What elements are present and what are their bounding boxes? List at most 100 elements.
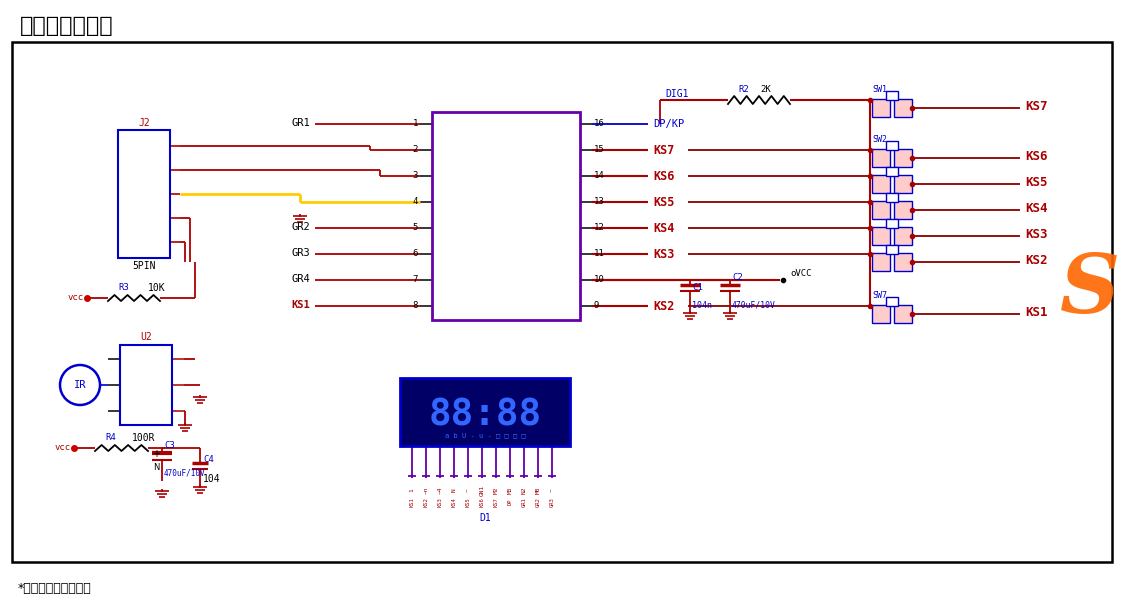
- Text: KS7: KS7: [653, 143, 674, 157]
- Text: GND: GND: [124, 189, 140, 198]
- Text: 8: 8: [412, 301, 418, 310]
- Text: KS1: KS1: [1024, 307, 1047, 319]
- Bar: [872, 201, 890, 219]
- Text: GN1: GN1: [479, 485, 485, 495]
- Bar: [872, 253, 890, 271]
- Text: 2: 2: [904, 185, 908, 194]
- Bar: [872, 99, 890, 117]
- Text: 2: 2: [904, 315, 908, 324]
- Text: 1: 1: [409, 488, 415, 492]
- Text: 4: 4: [412, 197, 418, 206]
- Text: 1: 1: [412, 120, 418, 128]
- Text: 2K: 2K: [760, 85, 771, 94]
- Text: 1: 1: [873, 315, 878, 324]
- Bar: [118, 130, 170, 258]
- Text: SW5: SW5: [872, 212, 887, 221]
- Text: 100R: 100R: [132, 433, 156, 443]
- Text: 4: 4: [904, 304, 908, 313]
- Text: GR3: GR3: [550, 497, 554, 507]
- Text: DP/KP: DP/KP: [653, 119, 684, 129]
- Text: SG6/KS6: SG6/KS6: [538, 171, 575, 180]
- Bar: [400, 378, 570, 446]
- Text: M2: M2: [494, 486, 498, 494]
- Text: KS2: KS2: [653, 299, 674, 313]
- Text: C4: C4: [203, 454, 214, 463]
- Text: SG5/KS5: SG5/KS5: [538, 197, 575, 206]
- Bar: [894, 305, 912, 323]
- Text: J2: J2: [139, 118, 150, 128]
- Text: DP/KP: DP/KP: [548, 120, 575, 128]
- Text: SW1: SW1: [872, 85, 887, 94]
- Text: SG2/KS2: SG2/KS2: [538, 301, 575, 310]
- Text: ~n: ~n: [424, 486, 428, 494]
- Text: KS1: KS1: [409, 497, 415, 507]
- Text: IR: IR: [73, 380, 87, 390]
- Text: VCC: VCC: [124, 238, 140, 246]
- Text: N2: N2: [522, 486, 526, 494]
- Text: 4: 4: [904, 252, 908, 261]
- Text: 3: 3: [873, 174, 878, 183]
- Text: KS5: KS5: [465, 497, 470, 507]
- Text: 3: 3: [873, 148, 878, 157]
- Text: 2: 2: [904, 237, 908, 246]
- Text: 13: 13: [594, 197, 605, 206]
- Text: CLK: CLK: [437, 145, 453, 154]
- Text: R4: R4: [105, 434, 116, 442]
- Text: SW7: SW7: [872, 290, 887, 299]
- Bar: [894, 99, 912, 117]
- Text: GR4: GR4: [291, 274, 310, 284]
- Text: KS6: KS6: [1024, 151, 1047, 163]
- Bar: [894, 253, 912, 271]
- Text: DAT: DAT: [124, 166, 140, 174]
- Text: DIG1: DIG1: [665, 89, 689, 99]
- Text: 5: 5: [412, 223, 418, 232]
- Text: KS2: KS2: [1024, 255, 1047, 267]
- Text: GR1: GR1: [437, 120, 453, 128]
- Text: GR1: GR1: [522, 497, 526, 507]
- Text: GR2: GR2: [291, 222, 310, 232]
- Text: vcc: vcc: [68, 293, 85, 302]
- Text: SW6: SW6: [872, 238, 887, 247]
- Text: 2: 2: [904, 211, 908, 220]
- Text: 3: 3: [873, 226, 878, 235]
- Text: KS3: KS3: [437, 497, 443, 507]
- Text: 16: 16: [594, 120, 605, 128]
- Text: a b U - u - □ □ □ □: a b U - u - □ □ □ □: [445, 432, 525, 438]
- Text: C2: C2: [733, 272, 743, 281]
- Text: SG7/KS7: SG7/KS7: [538, 145, 575, 154]
- Text: GR3: GR3: [291, 248, 310, 258]
- Bar: [894, 201, 912, 219]
- Text: ~: ~: [465, 488, 470, 492]
- Text: KS7: KS7: [1024, 100, 1047, 114]
- Text: KS5: KS5: [1024, 177, 1047, 189]
- Text: KS5: KS5: [653, 195, 674, 209]
- Text: 2: 2: [412, 145, 418, 154]
- Text: *：此电路仅供参考。: *：此电路仅供参考。: [18, 581, 91, 595]
- Text: 10: 10: [594, 275, 605, 284]
- Text: 4: 4: [904, 174, 908, 183]
- Text: 14: 14: [594, 171, 605, 180]
- Text: GR4: GR4: [437, 275, 453, 284]
- Text: 1: 1: [160, 238, 165, 246]
- Bar: [886, 219, 898, 228]
- Text: 3: 3: [873, 99, 878, 108]
- Text: 1: 1: [873, 159, 878, 168]
- Text: GND: GND: [437, 197, 453, 206]
- Bar: [872, 227, 890, 245]
- Text: N: N: [153, 462, 160, 471]
- Bar: [872, 175, 890, 193]
- Bar: [886, 297, 898, 306]
- Text: 1: 1: [873, 263, 878, 272]
- Text: 1: 1: [873, 108, 878, 117]
- Bar: [872, 149, 890, 167]
- Text: GR3: GR3: [437, 249, 453, 258]
- Text: 10K: 10K: [148, 283, 166, 293]
- Text: 1: 1: [873, 237, 878, 246]
- Text: 2: 2: [904, 159, 908, 168]
- Text: 104n: 104n: [692, 301, 712, 310]
- Text: KS3: KS3: [1024, 229, 1047, 241]
- Text: ~4: ~4: [437, 486, 443, 494]
- Text: SW4: SW4: [872, 186, 887, 195]
- Text: 88:88: 88:88: [428, 398, 542, 434]
- Bar: [894, 149, 912, 167]
